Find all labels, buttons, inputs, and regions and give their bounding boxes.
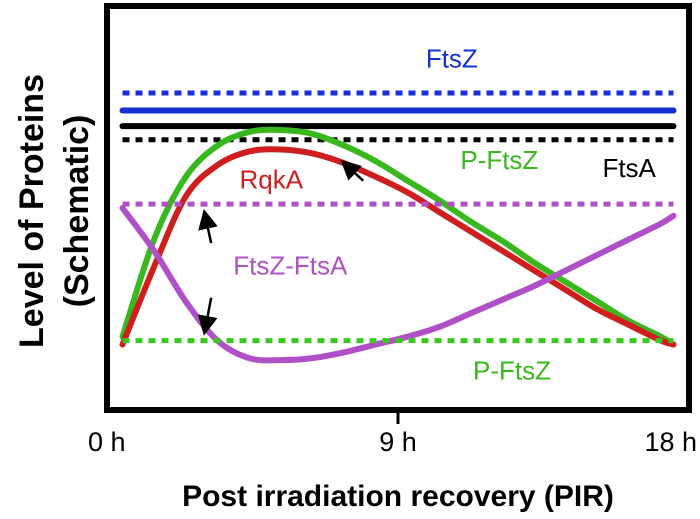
x-tick-label: 0 h: [88, 427, 126, 457]
x-tick-label: 18 h: [644, 427, 697, 457]
annotation-label-rqka: RqkA: [240, 165, 304, 195]
annotation-label-ftsz: FtsZ: [426, 44, 478, 74]
x-axis-title: Post irradiation recovery (PIR): [182, 480, 614, 513]
annotation-label-ftsa: FtsA: [602, 153, 656, 183]
y-axis-title-line2: (Schematic): [58, 115, 96, 308]
annotation-arrow: [198, 208, 218, 244]
annotation-arrow: [197, 297, 218, 336]
plot-frame: [104, 3, 692, 413]
annotation-label-ftsz-ftsa: FtsZ-FtsA: [233, 250, 348, 280]
annotation-label-p-ftsz: P-FtsZ: [460, 145, 538, 175]
annotations-layer: FtsZ FtsA P-FtsZ RqkA FtsZ-FtsA P-FtsZ: [197, 44, 657, 386]
annotation-arrow: [340, 159, 365, 182]
series-line-p-ftsz-solid: [119, 126, 677, 348]
annotation-label-p-ftsz: P-FtsZ: [473, 356, 551, 386]
series-line-rqka-solid: [119, 146, 677, 348]
series-layer: [119, 90, 677, 364]
y-axis-title-line1: Level of Proteins: [13, 74, 51, 348]
series-line-ftsz-ftsa-solid: [119, 205, 677, 364]
x-axis-ticks: 0 h 9 h 18 h: [88, 410, 697, 457]
x-tick-label: 9 h: [379, 427, 417, 457]
